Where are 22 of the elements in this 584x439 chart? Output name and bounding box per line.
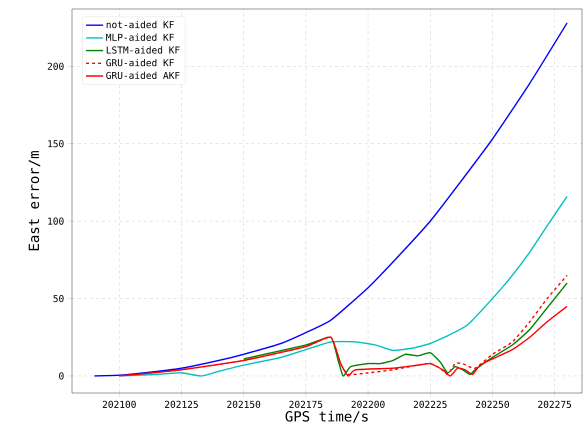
legend-label: GRU-aided AKF <box>106 72 180 80</box>
x-tick-label: 202275 <box>538 400 572 408</box>
x-tick-label: 202250 <box>476 400 509 408</box>
x-tick-label: 202225 <box>414 400 447 408</box>
x-tick-label: 202150 <box>227 400 260 408</box>
line-series <box>242 282 568 377</box>
y-tick-label: 200 <box>48 62 64 70</box>
x-tick-label: 202125 <box>165 400 198 408</box>
legend-label: GRU-aided KF <box>106 58 174 66</box>
x-tick-label: 202100 <box>102 400 136 408</box>
x-tick-label: 202200 <box>352 400 385 408</box>
legend-label: MLP-aided KF <box>106 34 174 41</box>
legend-label: LSTM-aided KF <box>106 46 180 54</box>
y-tick-label: 0 <box>59 372 64 380</box>
y-axis-title: East error/m <box>28 151 40 250</box>
x-tick-label: 202175 <box>289 400 322 408</box>
legend-label: not-aided KF <box>106 20 174 28</box>
line-series <box>94 22 568 377</box>
y-tick-label: 50 <box>53 294 64 302</box>
x-axis-title: GPS time/s <box>286 410 368 423</box>
y-tick-label: 100 <box>48 218 64 225</box>
y-tick-label: 150 <box>48 140 64 148</box>
